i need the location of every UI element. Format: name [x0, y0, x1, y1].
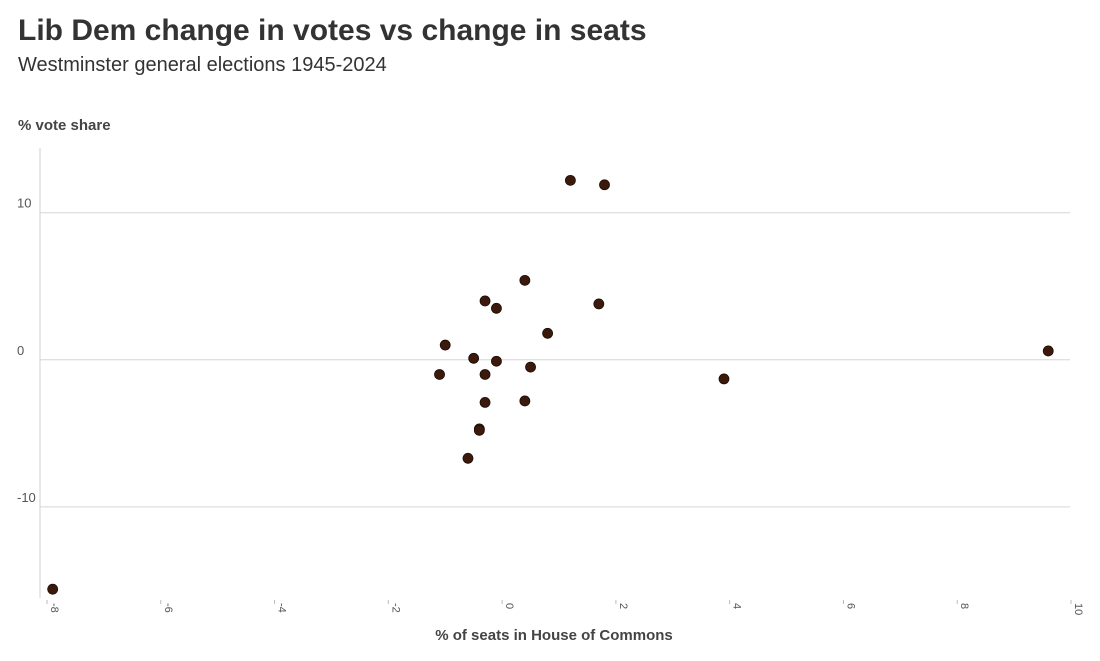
- x-tick-label: 2: [617, 603, 629, 609]
- data-point-4: [479, 295, 491, 307]
- chart-subtitle: Westminster general elections 1945-2024: [18, 54, 387, 76]
- x-tick-label: -4: [276, 603, 288, 613]
- data-point-5: [491, 302, 502, 314]
- y-tick-label: 0: [17, 343, 24, 358]
- x-axis-label: % of seats in House of Commons: [435, 627, 673, 644]
- x-tick-label: 0: [503, 603, 515, 609]
- data-point-6: [593, 298, 605, 310]
- data-point-2: [599, 179, 610, 191]
- x-tick-label: 8: [958, 603, 970, 609]
- x-axis-ticks: -8 -6 -4 -2 0 2 4 6 8 10: [46, 600, 1084, 615]
- x-tick-label: -2: [389, 603, 401, 613]
- y-tick-label: -10: [17, 490, 36, 505]
- x-tick-label: -8: [48, 603, 60, 613]
- data-point-3: [519, 274, 531, 286]
- data-point-19: [473, 424, 485, 436]
- x-tick-label: 4: [731, 603, 743, 609]
- x-tick-label: 6: [844, 603, 856, 609]
- data-point-10: [491, 355, 502, 367]
- data-point-9: [468, 352, 480, 364]
- data-point-17: [519, 395, 531, 407]
- x-tick-label: -6: [162, 603, 174, 613]
- y-axis-label: % vote share: [18, 117, 111, 134]
- x-tick-label: 10: [1072, 603, 1084, 615]
- data-point-11: [525, 361, 536, 373]
- y-axis-ticks: -10 0 10: [17, 196, 36, 505]
- data-points: [47, 174, 1054, 595]
- data-point-20: [462, 452, 474, 464]
- chart-title: Lib Dem change in votes vs change in sea…: [18, 14, 647, 47]
- data-point-12: [434, 369, 445, 380]
- gridlines: [40, 212, 1070, 508]
- data-point-14: [718, 373, 730, 385]
- data-point-13: [479, 369, 491, 380]
- data-point-7: [542, 327, 554, 339]
- data-point-16: [479, 397, 491, 408]
- data-point-1: [564, 174, 576, 186]
- data-point-15: [1042, 345, 1054, 357]
- data-point-0: [47, 583, 59, 595]
- data-point-8: [439, 339, 451, 351]
- y-tick-label: 10: [17, 196, 31, 211]
